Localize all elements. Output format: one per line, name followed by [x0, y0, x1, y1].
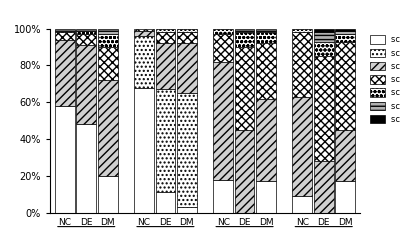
Bar — [235, 29, 254, 32]
Bar — [256, 181, 276, 213]
Bar — [314, 32, 334, 42]
Bar — [335, 181, 355, 213]
Bar — [177, 43, 197, 93]
Bar — [213, 62, 233, 179]
Bar — [177, 32, 197, 43]
Bar — [335, 42, 355, 130]
Bar — [256, 99, 276, 181]
Bar — [98, 80, 118, 176]
Bar — [156, 89, 175, 192]
Bar — [134, 36, 154, 87]
Bar — [156, 32, 175, 43]
Bar — [256, 29, 276, 32]
Bar — [292, 29, 312, 32]
Bar — [98, 47, 118, 80]
Bar — [156, 29, 175, 32]
Bar — [76, 31, 96, 34]
Bar — [256, 32, 276, 43]
Bar — [292, 196, 312, 213]
Bar — [98, 29, 118, 34]
Bar — [177, 29, 197, 32]
Bar — [335, 29, 355, 31]
Bar — [55, 32, 75, 40]
Bar — [76, 29, 96, 31]
Bar — [213, 34, 233, 62]
Bar — [235, 130, 254, 213]
Bar — [256, 43, 276, 99]
Bar — [76, 34, 96, 45]
Bar — [156, 192, 175, 213]
Bar — [213, 29, 233, 34]
Bar — [314, 29, 334, 32]
Bar — [55, 106, 75, 213]
Bar — [55, 29, 75, 31]
Bar — [314, 42, 334, 56]
Bar — [177, 207, 197, 213]
Legend: score 0, score 1, score 2, score 3, score 4, score 5, score 6: score 0, score 1, score 2, score 3, scor… — [367, 33, 400, 126]
Bar — [134, 29, 154, 31]
Bar — [177, 93, 197, 207]
Bar — [98, 34, 118, 47]
Bar — [292, 97, 312, 196]
Bar — [55, 40, 75, 106]
Bar — [314, 56, 334, 161]
Bar — [235, 47, 254, 130]
Bar — [314, 161, 334, 213]
Bar — [235, 32, 254, 47]
Bar — [335, 31, 355, 34]
Bar — [76, 45, 96, 124]
Bar — [335, 34, 355, 42]
Bar — [76, 124, 96, 213]
Bar — [134, 87, 154, 213]
Bar — [55, 31, 75, 32]
Bar — [335, 130, 355, 181]
Bar — [98, 176, 118, 213]
Bar — [134, 31, 154, 36]
Bar — [156, 43, 175, 89]
Bar — [213, 179, 233, 213]
Bar — [292, 32, 312, 97]
